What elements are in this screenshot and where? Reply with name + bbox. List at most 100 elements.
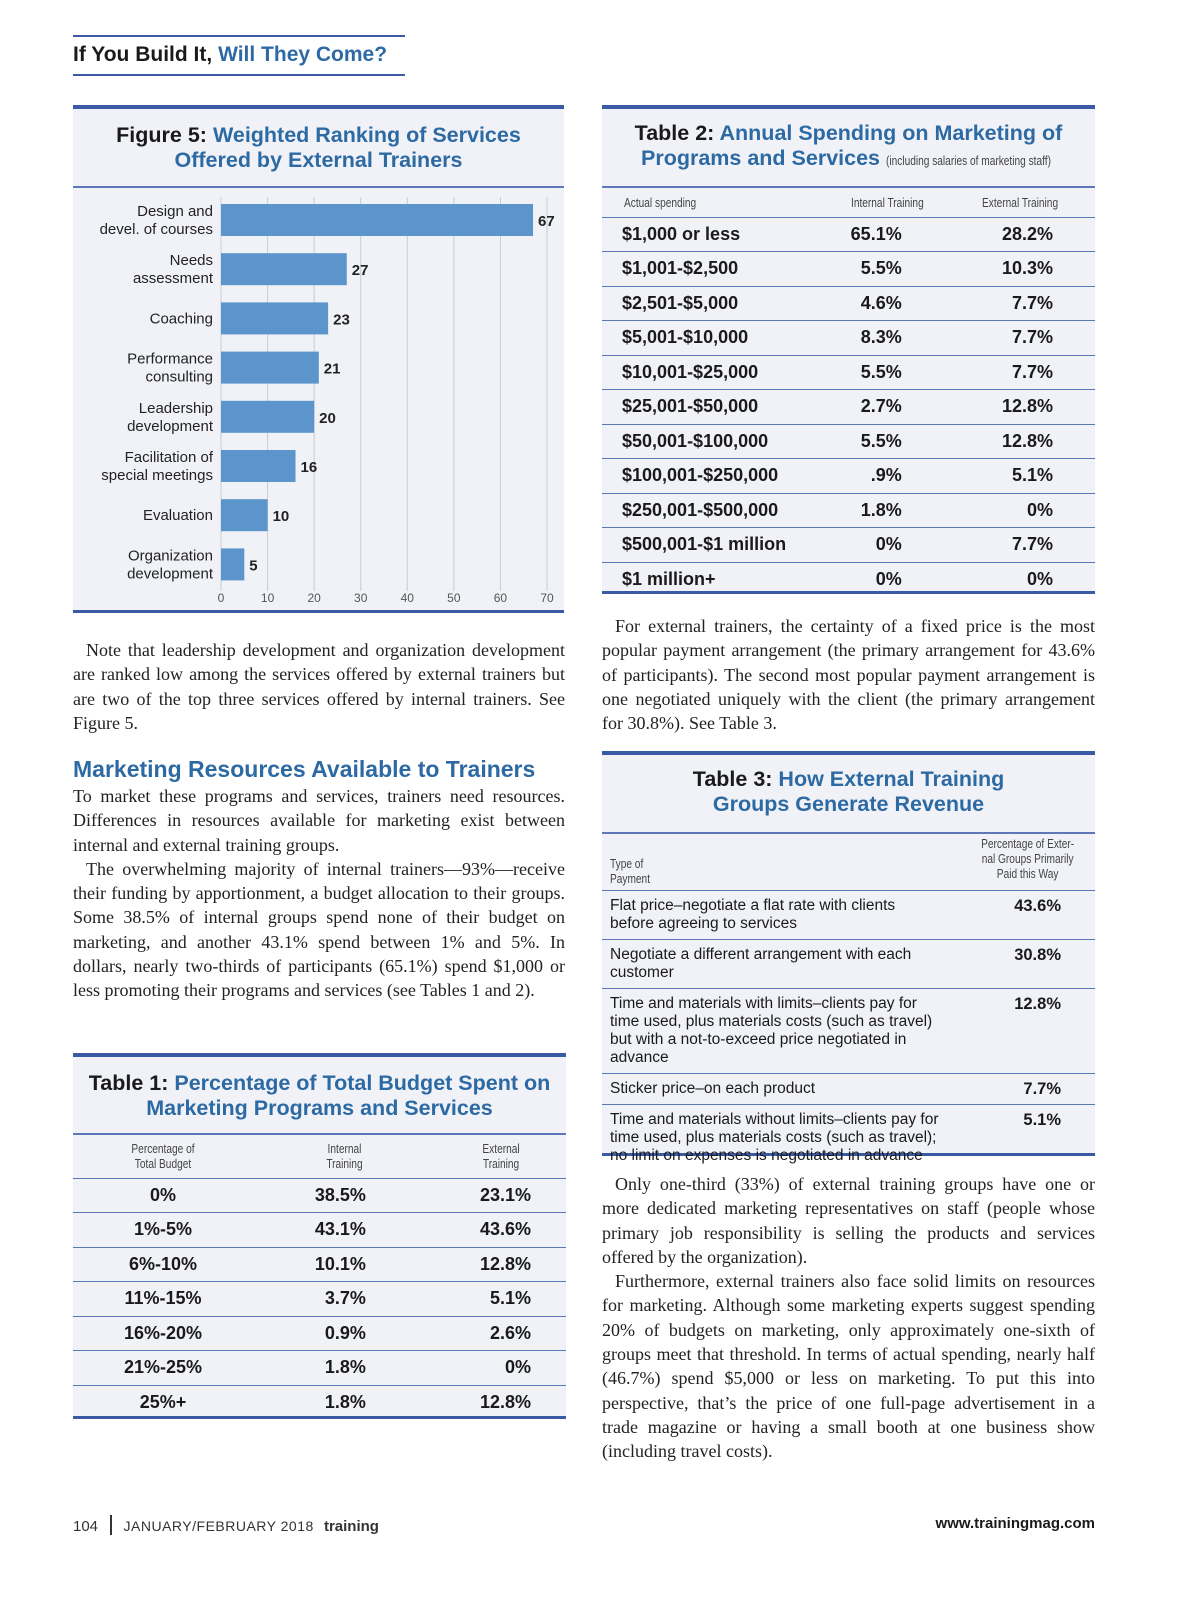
cell-label: 16%-20% — [73, 1315, 253, 1351]
cell-value: 12.8% — [435, 1246, 566, 1282]
table-row: $25,001-$50,000 2.7% 12.8% — [602, 389, 1095, 424]
table-row: Negotiate a different arrangement with e… — [602, 938, 1095, 988]
x-tick-label: 30 — [354, 591, 368, 605]
table-3-grid: Type of Payment Percentage of Exter-nal Gr… — [602, 834, 1095, 1171]
paragraph: Note that leadership development and org… — [73, 640, 565, 733]
cell-value: 7.7% — [961, 285, 1095, 321]
table-row: $250,001-$500,000 1.8% 0% — [602, 492, 1095, 528]
table-label: Table 1: — [88, 1071, 169, 1095]
column-header: Actual spending — [624, 194, 697, 210]
column-header: Training — [482, 1156, 520, 1172]
table-1-grid: Percentage of Total Budget Internal Trainin… — [73, 1135, 566, 1420]
cell-value: .9% — [810, 458, 962, 493]
data-label: 67 — [538, 213, 555, 230]
x-tick-label: 10 — [261, 591, 275, 605]
bar — [221, 450, 296, 482]
cell-label: $1 million+ — [602, 561, 811, 597]
cell-value: 23.1% — [435, 1177, 566, 1213]
table-3-title: Table 3: How External Training Groups Ge… — [602, 755, 1095, 817]
category-label: Design and — [137, 203, 213, 220]
percentage: 30.8% — [959, 938, 1095, 988]
cell-value: 0% — [961, 561, 1095, 597]
data-label: 10 — [273, 508, 290, 525]
body-text-left-2: To market these programs and services, t… — [73, 784, 565, 1003]
column-header: External — [482, 1141, 520, 1157]
cell-label: $10,001-$25,000 — [602, 354, 811, 390]
category-label: special meetings — [101, 467, 213, 484]
cell-value: 0% — [810, 527, 962, 562]
category-label: Performance — [127, 351, 213, 368]
body-text-left-1: Note that leadership development and org… — [73, 638, 565, 735]
category-label: Facilitation of — [125, 449, 214, 466]
cell-label: $5,001-$10,000 — [602, 320, 811, 355]
table-row: 11%-15% 3.7% 5.1% — [73, 1281, 566, 1316]
category-label: assessment — [133, 270, 214, 287]
category-label: Leadership — [139, 400, 213, 417]
page-number: 104 — [73, 1518, 99, 1535]
bar — [221, 548, 245, 581]
x-tick-label: 70 — [540, 591, 554, 605]
table-2-title: Table 2: Annual Spending on Marketing of… — [602, 109, 1095, 173]
payment-type: Negotiate a different arrangement with e… — [602, 938, 960, 988]
cell-label: $100,001-$250,000 — [602, 458, 811, 493]
x-tick-label: 0 — [218, 591, 225, 605]
table-label: Table 3: — [692, 767, 773, 791]
table-row: $2,501-$5,000 4.6% 7.7% — [602, 285, 1095, 321]
payment-type: Time and materials with limits–clients p… — [602, 987, 960, 1073]
column-header: Total Budget — [134, 1156, 192, 1172]
table-title: Percentage of Total Budget Spent on Mark… — [146, 1071, 551, 1120]
cell-value: 2.6% — [435, 1315, 566, 1351]
category-label: Needs — [170, 252, 213, 269]
cell-value: 1.8% — [810, 492, 962, 528]
percentage: 12.8% — [959, 987, 1095, 1073]
cell-value: 5.5% — [810, 423, 962, 459]
column-header: Type of — [610, 855, 644, 871]
category-label: development — [127, 565, 214, 582]
data-label: 21 — [324, 361, 341, 378]
cell-value: 4.6% — [810, 285, 962, 321]
section-heading: Marketing Resources Available to Trainer… — [73, 756, 536, 782]
column-header: Paid this Way — [996, 866, 1059, 881]
column-header: Percentage of — [131, 1141, 195, 1157]
table-2-grid: Actual spending Internal Training External… — [602, 188, 1095, 597]
cell-value: 7.7% — [961, 354, 1095, 390]
cell-value: 1.8% — [253, 1384, 436, 1420]
cell-value: 5.1% — [435, 1281, 566, 1316]
table-2: Table 2: Annual Spending on Marketing of… — [602, 105, 1095, 597]
cell-value: 38.5% — [253, 1177, 436, 1213]
column-header: Internal Training — [850, 194, 924, 210]
paragraph: For external trainers, the certainty of … — [602, 616, 1095, 734]
category-label: consulting — [145, 369, 213, 386]
cell-label: $500,001-$1 million — [602, 527, 811, 562]
cell-value: 5.5% — [810, 251, 962, 286]
table-row: $500,001-$1 million 0% 7.7% — [602, 527, 1095, 562]
table-row: Time and materials with limits–clients p… — [602, 987, 1095, 1073]
payment-type: Sticker price–on each product — [602, 1072, 960, 1104]
cell-value: 0% — [961, 492, 1095, 528]
table-title: Annual Spending on Marketing of Programs… — [641, 121, 1063, 170]
table-row: $1,001-$2,500 5.5% 10.3% — [602, 251, 1095, 286]
figure-5-title: Figure 5: Weighted Ranking of Services O… — [73, 109, 564, 173]
x-tick-label: 40 — [401, 591, 415, 605]
table-row: 6%-10% 10.1% 12.8% — [73, 1246, 566, 1282]
issue-date: JANUARY/FEBRUARY 2018 — [123, 1518, 314, 1534]
data-label: 20 — [319, 410, 336, 427]
data-label: 16 — [301, 459, 318, 476]
paragraph: To market these programs and services, t… — [73, 786, 565, 855]
category-label: development — [127, 418, 214, 435]
table-row: $50,001-$100,000 5.5% 12.8% — [602, 423, 1095, 459]
table-row: 16%-20% 0.9% 2.6% — [73, 1315, 566, 1351]
cell-value: 7.7% — [961, 320, 1095, 355]
bar — [221, 400, 315, 433]
column-header: nal Groups Primarily — [981, 851, 1074, 866]
table-row: 25%+ 1.8% 12.8% — [73, 1384, 566, 1420]
cell-label: $2,501-$5,000 — [602, 285, 811, 321]
cell-value: 65.1% — [810, 216, 962, 252]
footer-url: www.trainingmag.com — [935, 1515, 1095, 1532]
data-label: 27 — [352, 262, 369, 279]
cell-label: 0% — [73, 1177, 253, 1213]
payment-type: Time and materials without limits–client… — [602, 1103, 960, 1171]
cell-value: 8.3% — [810, 320, 962, 355]
cell-value: 1.8% — [253, 1350, 436, 1385]
